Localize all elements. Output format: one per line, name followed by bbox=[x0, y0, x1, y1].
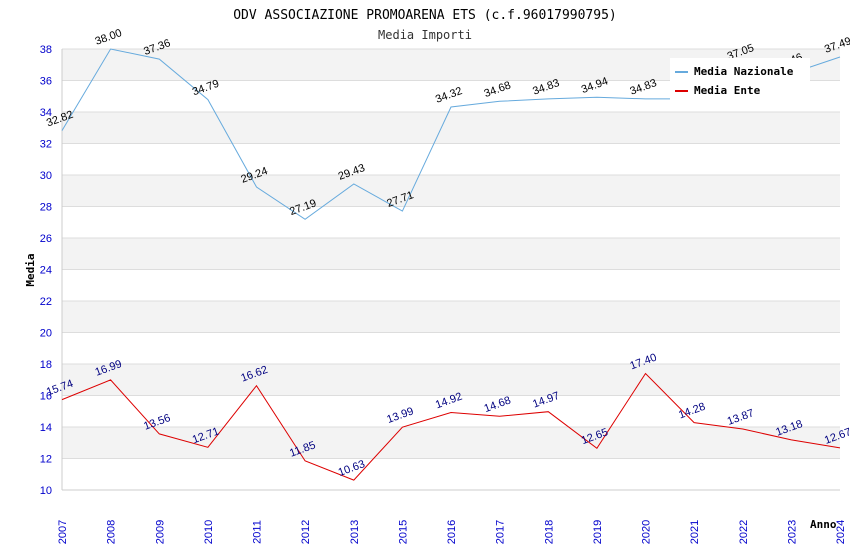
grid-band bbox=[62, 112, 840, 144]
y-tick-label: 36 bbox=[40, 76, 52, 88]
x-tick-label: 2019 bbox=[592, 520, 604, 544]
x-tick-label: 2011 bbox=[252, 520, 264, 544]
legend-box bbox=[670, 58, 810, 102]
series-line bbox=[61, 372, 841, 481]
x-tick-label: 2013 bbox=[349, 520, 361, 544]
grid-band bbox=[62, 206, 840, 238]
x-tick-label: 2022 bbox=[738, 520, 750, 544]
grid-band bbox=[62, 175, 840, 207]
x-tick-label: 2012 bbox=[300, 520, 312, 544]
y-tick-label: 34 bbox=[40, 107, 52, 119]
y-tick-label: 24 bbox=[40, 265, 52, 277]
y-tick-label: 18 bbox=[40, 359, 52, 371]
x-tick-label: 2010 bbox=[203, 520, 215, 544]
y-tick-label: 22 bbox=[40, 296, 52, 308]
grid-band bbox=[62, 238, 840, 270]
grid-band bbox=[62, 269, 840, 301]
x-tick-label: 2020 bbox=[641, 520, 653, 544]
y-axis-label: Media bbox=[24, 253, 37, 286]
legend-label-national: Media Nazionale bbox=[694, 65, 794, 78]
legend-label-ente: Media Ente bbox=[694, 84, 761, 97]
y-tick-label: 10 bbox=[40, 485, 52, 497]
y-tick-label: 20 bbox=[40, 328, 52, 340]
x-tick-label: 2009 bbox=[154, 520, 166, 544]
y-tick-label: 26 bbox=[40, 233, 52, 245]
grid-band bbox=[62, 301, 840, 333]
grid-band bbox=[62, 364, 840, 396]
grid-band bbox=[62, 332, 840, 364]
chart-subtitle: Media Importi bbox=[378, 28, 472, 42]
chart-title: ODV ASSOCIAZIONE PROMOARENA ETS (c.f.960… bbox=[233, 8, 617, 23]
x-tick-label: 2007 bbox=[57, 520, 69, 544]
grid-band bbox=[62, 427, 840, 459]
legend: Media Nazionale Media Ente bbox=[670, 58, 810, 102]
y-tick-label: 14 bbox=[40, 422, 52, 434]
x-tick-label: 2023 bbox=[786, 520, 798, 544]
grid-band bbox=[62, 143, 840, 175]
grid-band bbox=[62, 395, 840, 427]
y-tick-label: 16 bbox=[40, 391, 52, 403]
y-tick-label: 30 bbox=[40, 170, 52, 182]
x-tick-label: 2017 bbox=[495, 520, 507, 544]
y-axis-ticks: 10 12 14 16 18 20 22 24 26 28 30 32 34 36 38 bbox=[40, 44, 52, 497]
grid-lines bbox=[61, 48, 840, 491]
x-axis-label: Anno bbox=[810, 518, 837, 531]
y-tick-label: 32 bbox=[40, 139, 52, 151]
y-tick-label: 28 bbox=[40, 202, 52, 214]
x-axis-ticks: 2007 2008 2009 2010 2011 2012 2013 2015 2016 2017… bbox=[57, 520, 847, 544]
x-tick-label: 2018 bbox=[543, 520, 555, 544]
y-tick-label: 12 bbox=[40, 454, 52, 466]
x-tick-label: 2024 bbox=[835, 520, 847, 544]
data-label: 38.00 bbox=[94, 27, 124, 48]
x-tick-label: 2016 bbox=[446, 520, 458, 544]
x-tick-label: 2015 bbox=[397, 520, 409, 544]
x-tick-label: 2021 bbox=[689, 520, 701, 544]
grid-band bbox=[62, 458, 840, 490]
y-tick-label: 38 bbox=[40, 44, 52, 56]
x-tick-label: 2008 bbox=[106, 520, 118, 544]
